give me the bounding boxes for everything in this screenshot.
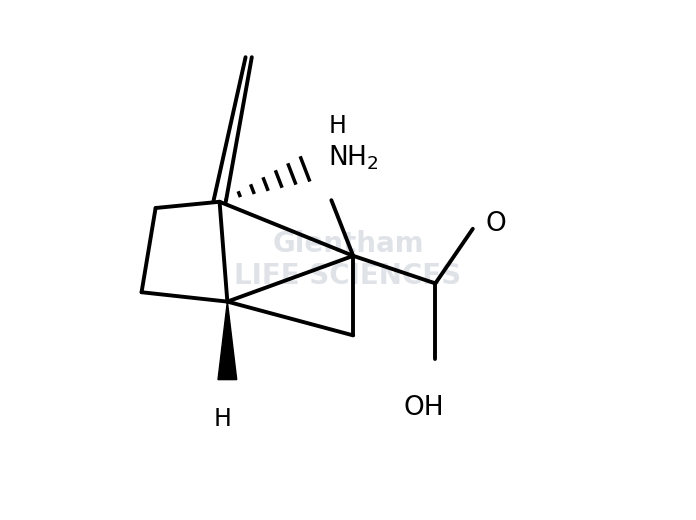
Text: OH: OH [403, 395, 444, 421]
Polygon shape [218, 302, 237, 380]
Text: H: H [213, 407, 231, 431]
Text: Glentham
LIFE SCIENCES: Glentham LIFE SCIENCES [235, 230, 461, 290]
Text: H: H [329, 114, 347, 138]
Text: O: O [486, 211, 507, 237]
Text: NH$_2$: NH$_2$ [328, 143, 379, 172]
